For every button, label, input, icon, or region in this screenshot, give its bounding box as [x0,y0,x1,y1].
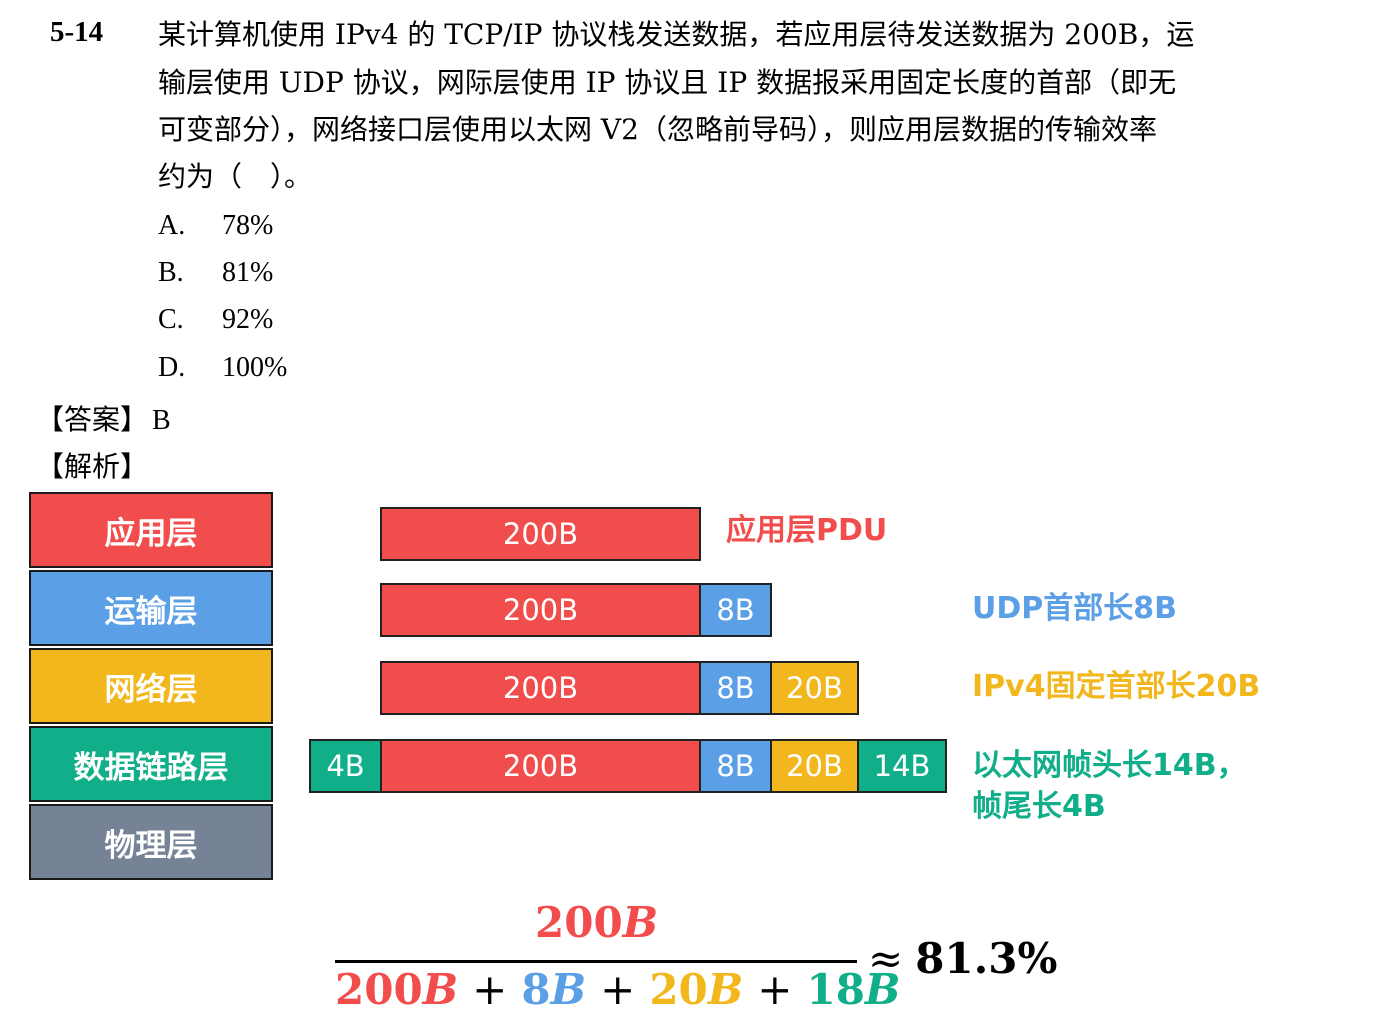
answer-line: 【答案】 B [36,398,171,438]
question-line-4: 约为（ ）。 [158,154,312,200]
layer-transport: 运输层 [29,570,273,646]
fraction-bar [335,960,857,963]
question-line-3: 可变部分），网络接口层使用以太网 V2（忽略前导码），则应用层数据的传输效率 [158,107,1157,153]
segment-udp-data: 200B [380,583,701,637]
formula-result: ≈81.3% [868,934,1057,983]
layer-network: 网络层 [29,648,273,724]
option-c: C. 92% [158,304,273,336]
segment-udp-header: 8B [699,583,772,637]
result-value: 81.3% [915,934,1057,983]
term-udp: 8B [521,965,586,1014]
note-eth-line2: 帧尾长4B [972,786,1106,828]
question-line-2: 输层使用 UDP 协议，网际层使用 IP 协议且 IP 数据报采用固定长度的首部… [158,60,1176,106]
option-text: 81% [222,257,273,288]
layer-datalink: 数据链路层 [29,726,273,802]
option-label: B. [158,257,222,289]
option-text: 78% [222,210,273,241]
note-udp-header: UDP首部长8B [972,588,1177,630]
option-d: D. 100% [158,352,287,384]
note-eth-line1: 以太网帧头长14B， [972,745,1247,787]
segment-eth-head: 14B [857,739,947,793]
segment-eth-tail: 4B [309,739,382,793]
option-label: D. [158,352,222,384]
segment-ip-data: 200B [380,661,701,715]
question-line-1: 某计算机使用 IPv4 的 TCP/IP 协议栈发送数据，若应用层待发送数据为 … [158,12,1194,58]
option-a: A. 78% [158,210,273,242]
option-label: C. [158,304,222,336]
analysis-tag: 【解析】 [36,445,148,485]
note-app-pdu: 应用层PDU [726,510,887,552]
answer-tag: 【答案】 [36,403,148,436]
segment-ip-header: 20B [770,661,859,715]
segment-eth-data: 200B [380,739,701,793]
answer-value: B [152,405,171,436]
option-b: B. 81% [158,257,273,289]
option-label: A. [158,210,222,242]
formula-denominator: 200B +8B +20B +18B [335,965,900,1014]
formula-numerator: 200B [535,898,658,947]
option-text: 92% [222,304,273,335]
term-ip: 20B [649,965,743,1014]
note-ip-header: IPv4固定首部长20B [972,666,1260,708]
segment-ip-udp-header: 8B [699,661,772,715]
layer-application: 应用层 [29,492,273,568]
term-data: 200B [335,965,458,1014]
segment-app-data: 200B [380,507,701,561]
question-number: 5-14 [50,16,103,49]
layer-physical: 物理层 [29,804,273,880]
segment-eth-ip-header: 20B [770,739,859,793]
segment-eth-udp-header: 8B [699,739,772,793]
option-text: 100% [222,352,287,383]
